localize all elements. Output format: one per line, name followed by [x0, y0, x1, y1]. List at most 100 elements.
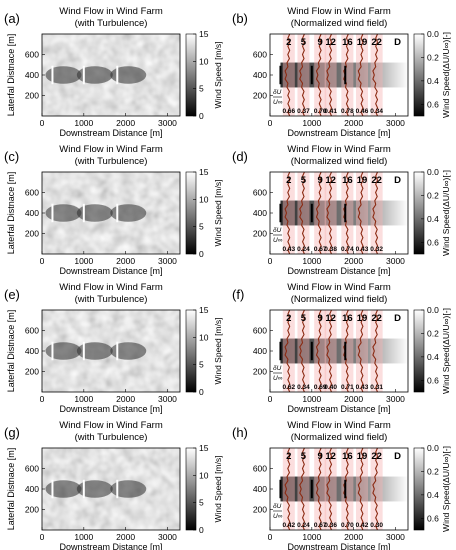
colorbar-tick-label: 0.6	[427, 513, 439, 523]
colorbar	[413, 309, 425, 393]
y-tick-label: 200	[253, 229, 267, 239]
distance-label: 19	[357, 175, 368, 186]
wake-region	[110, 480, 147, 498]
colorbar-tick-label: 5	[199, 222, 204, 232]
deficit-value: 0.41	[324, 108, 337, 115]
distance-label: 22	[371, 313, 382, 324]
panel-label: (c)	[4, 149, 19, 164]
panel-g: (g) Wind Flow in Wind Farm(with Turbulenc…	[4, 420, 223, 550]
y-tick-label: 600	[253, 50, 267, 60]
deficit-label: δU	[273, 89, 282, 96]
panel-a: (a) Wind Flow in Wind Farm(with Turbulenc…	[4, 6, 223, 138]
x-tick-label: 3000	[158, 394, 177, 404]
velocity-profile	[372, 310, 379, 392]
colorbar-label: Wind Speed [m/s]	[213, 317, 223, 384]
velocity-profile	[357, 448, 364, 530]
x-tick-label: 2000	[344, 394, 363, 404]
wake-region	[45, 204, 82, 222]
panel-e: (e) Wind Flow in Wind Farm(with Turbulenc…	[4, 282, 223, 414]
x-axis-label: Downstream Distance [m]	[59, 404, 162, 414]
distance-label: 2	[286, 451, 291, 462]
panel-label: (e)	[4, 287, 20, 302]
wake-region	[45, 66, 82, 84]
plot-subtitle: (Normalized wind field)	[291, 294, 388, 305]
x-axis-label: Downstream Distance [m]	[287, 128, 390, 138]
distance-label: 9	[318, 313, 323, 324]
colorbar-tick-label: 10	[199, 332, 209, 342]
colorbar-tick-label: 0	[199, 525, 204, 535]
plot-subtitle: (Normalized wind field)	[291, 18, 388, 29]
distance-label: 12	[325, 37, 336, 48]
y-tick-label: 600	[25, 326, 39, 336]
x-tick-label: 1000	[74, 394, 93, 404]
velocity-profile	[326, 172, 333, 254]
colorbar-tick-label: 5	[199, 84, 204, 94]
velocity-profile	[326, 310, 333, 392]
velocity-profile	[372, 448, 379, 530]
profile-band	[314, 448, 327, 530]
profile-band	[282, 310, 295, 392]
panel-label: (a)	[4, 11, 20, 26]
profile-band	[356, 34, 368, 116]
colorbar-tick-label: 0	[199, 111, 204, 121]
y-tick-label: 200	[25, 91, 39, 101]
distance-label: D	[394, 175, 401, 186]
x-tick-label: 1000	[302, 256, 321, 266]
deficit-value: 0.31	[370, 384, 383, 391]
profile-band	[314, 34, 327, 116]
profile-band	[356, 172, 368, 254]
y-axis-label: Laterfal Distnace [m]	[6, 172, 16, 255]
velocity-profile	[284, 310, 291, 392]
colorbar-tick-label: 0.6	[427, 375, 439, 385]
x-tick-label: 0	[268, 256, 273, 266]
wake-region	[45, 480, 82, 498]
y-tick-label: 200	[253, 91, 267, 101]
velocity-profile	[315, 310, 322, 392]
wake-region	[76, 66, 113, 84]
velocity-profile	[326, 448, 333, 530]
colorbar-label: Wind Speed [m/s]	[213, 41, 223, 108]
profile-band	[370, 34, 383, 116]
profile-band	[314, 172, 327, 254]
panel-f: (f) Wind Flow in Wind Farm(Normalized win…	[232, 282, 451, 414]
colorbar-tick-label: 0.4	[427, 214, 439, 224]
x-tick-label: 2000	[116, 532, 135, 542]
deficit-value: 0.67	[314, 246, 327, 253]
colorbar-tick-label: 0	[199, 249, 204, 259]
deficit-value: 0.46	[356, 108, 369, 115]
x-axis-label: Downstream Distance [m]	[59, 266, 162, 276]
y-tick-label: 200	[25, 229, 39, 239]
colorbar	[185, 447, 197, 531]
y-tick-label: 200	[25, 367, 39, 377]
profile-band	[370, 172, 383, 254]
x-axis-label: Downstream Distance [m]	[59, 128, 162, 138]
colorbar-label: Wind Speed [m/s]	[213, 179, 223, 246]
deficit-value: 0.36	[324, 522, 337, 529]
distance-label: 5	[301, 37, 307, 48]
y-tick-label: 400	[253, 346, 267, 356]
distance-label: 9	[318, 175, 323, 186]
velocity-profile	[315, 172, 322, 254]
plot-title: Wind Flow in Wind Farm	[59, 144, 163, 155]
deficit-value: 0.42	[356, 522, 369, 529]
x-tick-label: 0	[40, 394, 45, 404]
colorbar	[413, 447, 425, 531]
x-tick-label: 0	[40, 256, 45, 266]
velocity-profile	[299, 172, 306, 254]
x-tick-label: 2000	[116, 394, 135, 404]
wake-region	[110, 66, 147, 84]
x-axis-label: Downstream Distance [m]	[287, 404, 390, 414]
x-tick-label: 0	[268, 394, 273, 404]
distance-label: D	[394, 313, 401, 324]
deficit-denominator: U∞	[273, 375, 283, 382]
colorbar-label: Wind Speed(ΔU/U∞)[-]	[441, 446, 451, 532]
panel-label: (d)	[232, 149, 248, 164]
x-axis-label: Downstream Distance [m]	[287, 542, 390, 550]
deficit-value: 0.32	[370, 246, 383, 253]
deficit-value: 0.37	[297, 108, 310, 115]
profile-band	[324, 34, 337, 116]
x-tick-label: 0	[40, 118, 45, 128]
colorbar-label: Wind Speed(ΔU/U∞)[-]	[441, 32, 451, 118]
distance-label: 5	[301, 313, 307, 324]
velocity-profile	[284, 34, 291, 116]
